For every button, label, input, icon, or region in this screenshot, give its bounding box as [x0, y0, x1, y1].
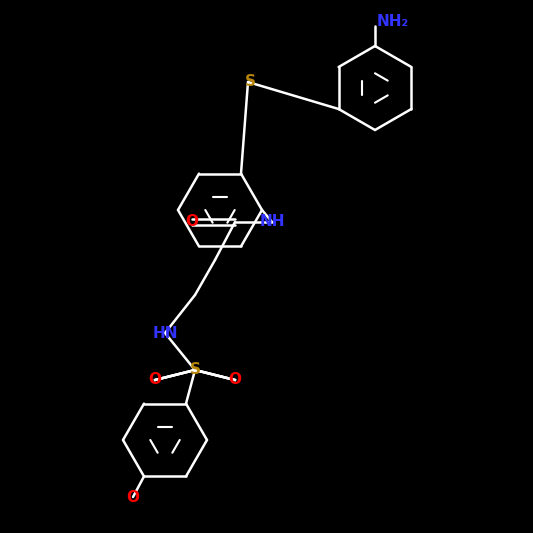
Text: S: S — [245, 75, 255, 90]
Text: S: S — [190, 362, 200, 377]
Text: HN: HN — [152, 326, 177, 341]
Text: O: O — [185, 214, 198, 230]
Text: NH₂: NH₂ — [377, 14, 409, 29]
Text: O: O — [149, 373, 161, 387]
Text: O: O — [229, 373, 241, 387]
Text: NH: NH — [259, 214, 285, 230]
Text: O: O — [126, 489, 140, 505]
